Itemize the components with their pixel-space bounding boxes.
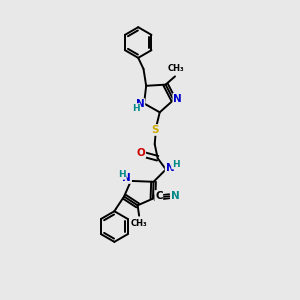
Text: N: N <box>166 163 174 173</box>
Text: H: H <box>118 170 126 179</box>
Text: N: N <box>171 190 180 201</box>
Text: S: S <box>151 125 159 135</box>
Text: CH₃: CH₃ <box>167 64 184 73</box>
Text: C: C <box>155 190 163 201</box>
Text: H: H <box>172 160 180 169</box>
Text: H: H <box>132 104 140 113</box>
Text: CH₃: CH₃ <box>131 219 147 228</box>
Text: O: O <box>136 148 145 158</box>
Text: N: N <box>136 99 144 109</box>
Text: N: N <box>173 94 182 104</box>
Text: N: N <box>122 173 131 183</box>
